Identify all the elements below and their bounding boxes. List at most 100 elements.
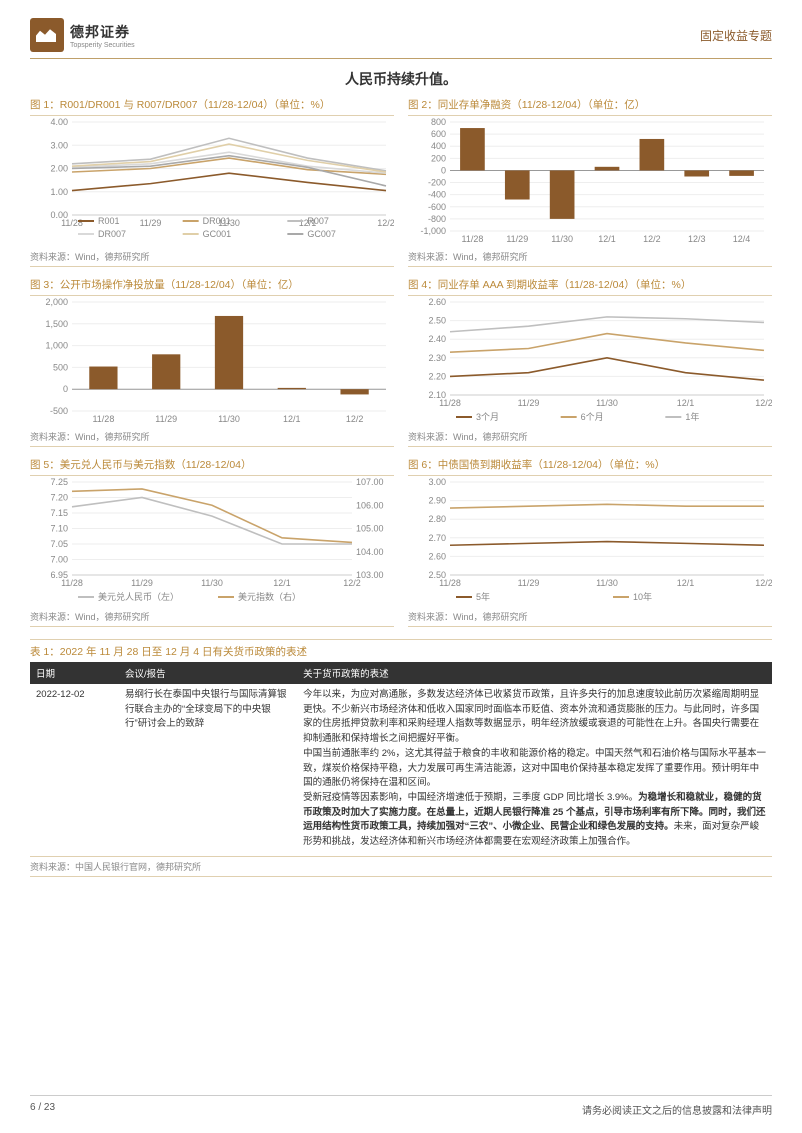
svg-text:6个月: 6个月 bbox=[581, 412, 604, 422]
svg-text:2.60: 2.60 bbox=[428, 297, 446, 307]
chart-2-canvas: -1,000-800-600-400-200020040060080011/28… bbox=[408, 115, 772, 245]
svg-text:7.05: 7.05 bbox=[50, 539, 68, 549]
svg-text:2,000: 2,000 bbox=[45, 297, 68, 307]
chart-4: 图 4：同业存单 AAA 到期收益率（11/28-12/04）（单位：%） 2.… bbox=[408, 277, 772, 453]
svg-text:-800: -800 bbox=[428, 214, 446, 224]
svg-text:106.00: 106.00 bbox=[356, 500, 384, 510]
svg-text:11/30: 11/30 bbox=[596, 398, 618, 408]
chart-1: 图 1：R001/DR001 与 R007/DR007（11/28-12/04）… bbox=[30, 97, 394, 273]
svg-text:107.00: 107.00 bbox=[356, 477, 384, 487]
svg-text:1.00: 1.00 bbox=[50, 187, 68, 197]
chart-2: 图 2：同业存单净融资（11/28-12/04）（单位：亿） -1,000-80… bbox=[408, 97, 772, 273]
svg-text:11/28: 11/28 bbox=[92, 414, 114, 424]
svg-text:7.15: 7.15 bbox=[50, 508, 68, 518]
chart-2-title: 图 2：同业存单净融资（11/28-12/04）（单位：亿） bbox=[408, 97, 772, 112]
svg-text:2.80: 2.80 bbox=[428, 514, 446, 524]
svg-text:0: 0 bbox=[63, 384, 68, 394]
page-footer: 6 / 23 请务必阅读正文之后的信息披露和法律声明 bbox=[30, 1095, 772, 1117]
svg-text:11/30: 11/30 bbox=[596, 578, 618, 588]
svg-text:5年: 5年 bbox=[476, 591, 490, 602]
header-rule bbox=[30, 58, 772, 59]
svg-text:1,000: 1,000 bbox=[45, 341, 68, 351]
svg-text:11/29: 11/29 bbox=[131, 578, 153, 588]
svg-text:7.00: 7.00 bbox=[50, 555, 68, 565]
svg-text:104.00: 104.00 bbox=[356, 547, 384, 557]
chart-1-source: 资料来源：Wind，德邦研究所 bbox=[30, 250, 394, 267]
chart-6-canvas: 2.502.602.702.802.903.0011/2811/2911/301… bbox=[408, 475, 772, 605]
chart-3: 图 3：公开市场操作净投放量（11/28-12/04）（单位：亿） -500 0 5… bbox=[30, 277, 394, 453]
svg-text:12/2: 12/2 bbox=[343, 578, 361, 588]
svg-text:400: 400 bbox=[431, 141, 446, 151]
svg-text:2.70: 2.70 bbox=[428, 533, 446, 543]
chart-5-canvas: 6.957.007.057.107.157.207.25103.00104.00… bbox=[30, 475, 394, 605]
svg-text:12/1: 12/1 bbox=[677, 398, 695, 408]
svg-text:2.90: 2.90 bbox=[428, 496, 446, 506]
svg-text:800: 800 bbox=[431, 117, 446, 127]
svg-text:11/28: 11/28 bbox=[439, 398, 461, 408]
svg-text:500: 500 bbox=[53, 362, 68, 372]
svg-text:3.00: 3.00 bbox=[428, 477, 446, 487]
svg-text:2.60: 2.60 bbox=[428, 551, 446, 561]
svg-text:600: 600 bbox=[431, 129, 446, 139]
table-header-row: 日期 会议/报告 关于货币政策的表述 bbox=[30, 662, 772, 684]
chart-3-canvas: -500 0 500 1,000 1,500 2,000 11/28 11/29 11/30 12… bbox=[30, 295, 394, 425]
svg-text:美元指数（右）: 美元指数（右） bbox=[238, 591, 301, 602]
svg-text:11/30: 11/30 bbox=[218, 414, 240, 424]
svg-text:1,500: 1,500 bbox=[45, 319, 68, 329]
svg-text:2.20: 2.20 bbox=[428, 371, 446, 381]
doc-type-label: 固定收益专题 bbox=[700, 27, 772, 44]
chart-4-canvas: 2.102.202.302.402.502.6011/2811/2911/301… bbox=[408, 295, 772, 425]
svg-text:-200: -200 bbox=[428, 178, 446, 188]
th-body: 关于货币政策的表述 bbox=[297, 662, 772, 684]
charts-grid: 图 1：R001/DR001 与 R007/DR007（11/28-12/04）… bbox=[30, 97, 772, 633]
chart-5-title: 图 5：美元兑人民币与美元指数（11/28-12/04） bbox=[30, 457, 394, 472]
svg-text:11/28: 11/28 bbox=[461, 234, 483, 244]
cell-body: 今年以来，为应对高通胀，多数发达经济体已收紧货币政策，且许多央行的加息速度较此前… bbox=[297, 684, 772, 854]
chart-5-source: 资料来源：Wind，德邦研究所 bbox=[30, 610, 394, 627]
th-meeting: 会议/报告 bbox=[119, 662, 297, 684]
policy-table: 日期 会议/报告 关于货币政策的表述 2022-12-02易纲行长在泰国中央银行… bbox=[30, 662, 772, 854]
chart-1-canvas: 0.001.002.003.004.0011/2811/2911/3012/11… bbox=[30, 115, 394, 245]
svg-text:R001: R001 bbox=[98, 216, 120, 226]
svg-text:2.30: 2.30 bbox=[428, 353, 446, 363]
svg-text:0: 0 bbox=[441, 165, 446, 175]
svg-text:12/2: 12/2 bbox=[643, 234, 661, 244]
company-name: 德邦证券 bbox=[70, 22, 135, 42]
svg-text:-500: -500 bbox=[50, 406, 68, 416]
chart-1-title: 图 1：R001/DR001 与 R007/DR007（11/28-12/04）… bbox=[30, 97, 394, 112]
policy-table-body: 2022-12-02易纲行长在泰国中央银行与国际清算银行联合主办的“全球变局下的… bbox=[30, 684, 772, 854]
svg-text:10年: 10年 bbox=[633, 591, 652, 602]
svg-text:3.00: 3.00 bbox=[50, 140, 68, 150]
svg-text:7.20: 7.20 bbox=[50, 493, 68, 503]
chart-5: 图 5：美元兑人民币与美元指数（11/28-12/04） 6.957.007.0… bbox=[30, 457, 394, 633]
brand-block: 德邦证券 Topsperity Securities bbox=[30, 18, 135, 52]
svg-text:1年: 1年 bbox=[685, 411, 699, 422]
chart-6: 图 6：中债国债到期收益率（11/28-12/04）（单位：%） 2.502.6… bbox=[408, 457, 772, 633]
svg-text:美元兑人民币（左）: 美元兑人民币（左） bbox=[98, 591, 179, 602]
chart-6-source: 资料来源：Wind，德邦研究所 bbox=[408, 610, 772, 627]
svg-text:-400: -400 bbox=[428, 190, 446, 200]
svg-text:4.00: 4.00 bbox=[50, 117, 68, 127]
chart-2-source: 资料来源：Wind，德邦研究所 bbox=[408, 250, 772, 267]
svg-text:-600: -600 bbox=[428, 202, 446, 212]
svg-text:12/3: 12/3 bbox=[688, 234, 706, 244]
page-subtitle: 人民币持续升值。 bbox=[30, 69, 772, 89]
svg-text:12/2: 12/2 bbox=[346, 414, 364, 424]
svg-text:12/4: 12/4 bbox=[733, 234, 751, 244]
logo-icon bbox=[30, 18, 64, 52]
svg-text:12/2: 12/2 bbox=[755, 398, 772, 408]
svg-text:12/1: 12/1 bbox=[677, 578, 695, 588]
page-header: 德邦证券 Topsperity Securities 固定收益专题 bbox=[30, 18, 772, 52]
svg-text:2.00: 2.00 bbox=[50, 164, 68, 174]
svg-text:11/29: 11/29 bbox=[140, 218, 162, 228]
th-date: 日期 bbox=[30, 662, 119, 684]
svg-text:11/28: 11/28 bbox=[439, 578, 461, 588]
page-number: 6 / 23 bbox=[30, 1102, 55, 1117]
chart-6-title: 图 6：中债国债到期收益率（11/28-12/04）（单位：%） bbox=[408, 457, 772, 472]
chart-3-title: 图 3：公开市场操作净投放量（11/28-12/04）（单位：亿） bbox=[30, 277, 394, 292]
svg-text:11/29: 11/29 bbox=[155, 414, 177, 424]
table-row: 2022-12-02易纲行长在泰国中央银行与国际清算银行联合主办的“全球变局下的… bbox=[30, 684, 772, 854]
svg-text:11/28: 11/28 bbox=[61, 218, 83, 228]
chart-3-source: 资料来源：Wind，德邦研究所 bbox=[30, 430, 394, 447]
svg-text:12/2: 12/2 bbox=[377, 218, 394, 228]
